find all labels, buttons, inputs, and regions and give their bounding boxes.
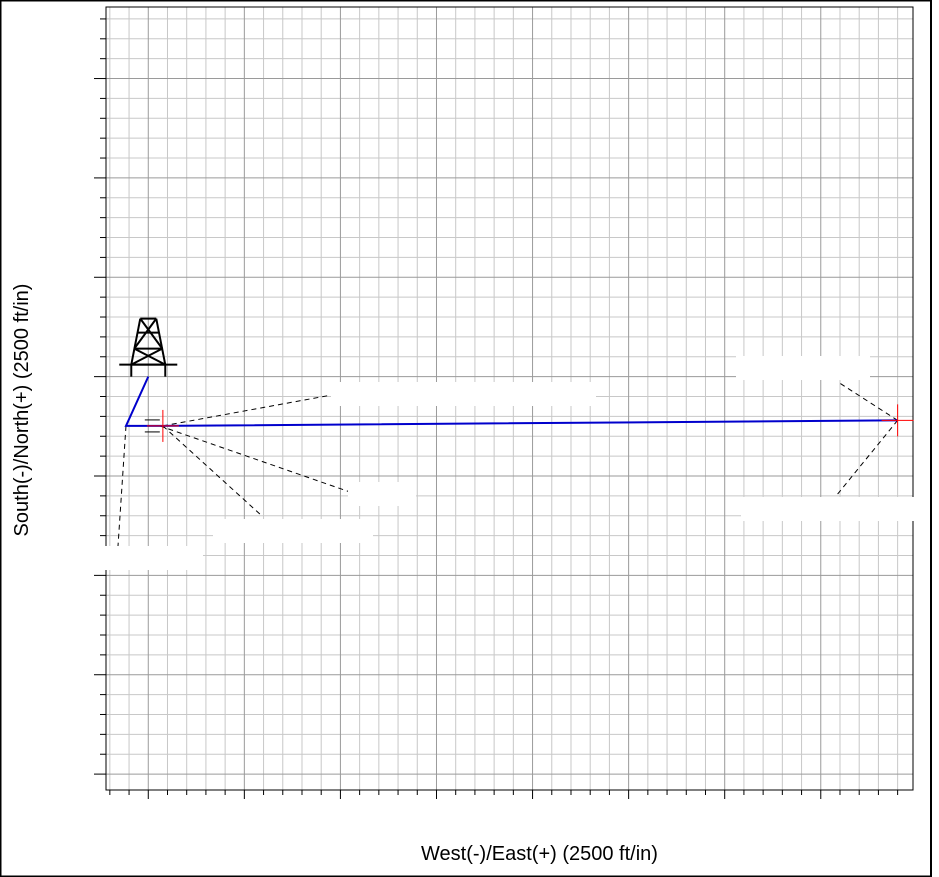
well-path-line: [124, 376, 898, 427]
rig-line: [133, 347, 166, 366]
rig-line: [133, 318, 158, 350]
annotation-leader-line: [159, 425, 351, 493]
annotation-label-bg: [741, 497, 921, 521]
annotation-leader-line: [835, 420, 899, 497]
annotation-leader-line: [162, 425, 263, 517]
annotation-leader-line: [117, 425, 127, 547]
y-axis-title: South(-)/North(+) (2500 ft/in): [11, 284, 33, 537]
annotation-label-bg: [331, 382, 596, 406]
annotation-leaders: [117, 381, 899, 547]
axis-ticks: [94, 18, 899, 799]
annotation-label-bg: [213, 519, 373, 543]
drilling-rig-icon: [119, 317, 178, 377]
rig-line: [155, 318, 167, 365]
annotation-leader-line: [837, 381, 898, 421]
annotation-leader-line: [162, 393, 338, 427]
rig-line: [130, 347, 163, 366]
rig-line: [130, 318, 142, 365]
well-path-series: [124, 376, 898, 427]
plot-border: [105, 6, 914, 791]
annotation-label-bg: [58, 546, 203, 570]
right-edge-mask: [932, 0, 939, 877]
x-axis-title: West(-)/East(+) (2500 ft/in): [421, 843, 658, 865]
annotation-label-bg: [348, 482, 416, 506]
rig-line: [139, 318, 164, 350]
annotation-labels: [58, 356, 921, 570]
target-markers: [146, 404, 914, 442]
annotation-label-bg: [736, 356, 870, 380]
